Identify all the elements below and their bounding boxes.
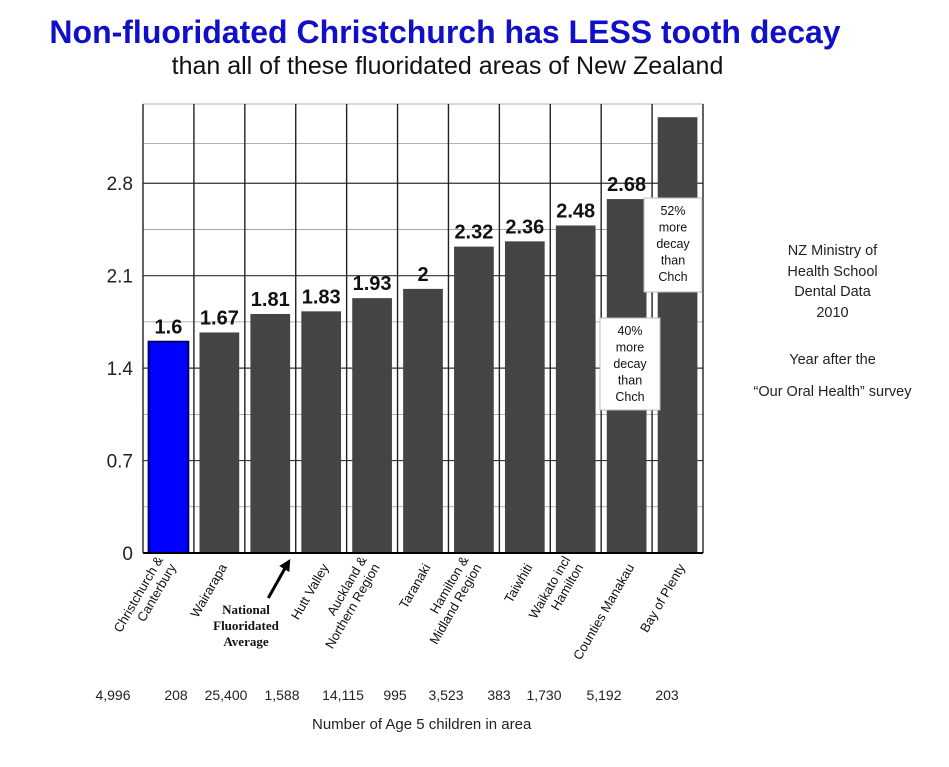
bar	[199, 332, 240, 553]
source-line: NZ Ministry of	[787, 243, 878, 259]
bar-value-label: 2.48	[556, 200, 595, 222]
children-count: 3,523	[428, 687, 463, 703]
bar-value-label: 1.83	[302, 286, 341, 308]
children-count: 208	[164, 687, 188, 703]
x-tick-label: Taiwhiti	[501, 561, 535, 606]
source-line: 2010	[816, 304, 849, 321]
national-average-arrow	[266, 565, 288, 599]
children-count: 995	[383, 687, 407, 703]
national-average-line: Fluoridated	[213, 618, 279, 633]
bar	[555, 225, 596, 553]
callout-text: 40%	[617, 324, 642, 338]
y-tick-label: 0	[122, 544, 133, 565]
bar	[352, 298, 392, 553]
y-tick-label: 2.8	[107, 174, 133, 195]
bar-value-label: 2	[417, 264, 428, 286]
national-average-line: Average	[223, 634, 269, 649]
callout-text: more	[659, 221, 688, 235]
bar	[403, 288, 443, 553]
children-count: 5,192	[586, 687, 621, 703]
bar	[147, 340, 190, 554]
children-count: 4,996	[95, 687, 130, 703]
national-average-label: National Fluoridated Average	[196, 602, 296, 650]
chart-title: Non-fluoridated Christchurch has LESS to…	[49, 14, 841, 50]
bar	[250, 313, 291, 553]
x-tick-label: Bay of Plenty	[637, 561, 689, 635]
source-line: Health School	[787, 263, 878, 280]
children-count: 203	[655, 687, 679, 703]
children-count: 383	[487, 687, 511, 703]
children-count: 1,588	[264, 687, 299, 703]
callout-text: more	[616, 341, 645, 355]
bar-value-label: 1.6	[155, 317, 183, 339]
callout-text: Chch	[615, 390, 644, 404]
bar-value-label: 2.36	[505, 216, 544, 238]
source-line: Dental Data	[794, 284, 871, 300]
bar	[301, 311, 342, 553]
callout-text: Chch	[658, 270, 687, 284]
bar	[504, 241, 545, 553]
bar-value-label: 1.67	[200, 307, 239, 329]
children-count-label: Number of Age 5 children in area	[312, 716, 532, 733]
bar-value-label: 1.93	[353, 273, 392, 295]
survey-note: “Our Oral Health” survey	[753, 384, 912, 400]
callout-text: decay	[613, 357, 647, 371]
bar-value-label: 2.32	[454, 222, 493, 244]
children-count: 1,730	[526, 687, 561, 703]
callout-text: than	[661, 254, 685, 268]
year-after-note: Year after the	[789, 352, 876, 368]
bar-value-label: 1.81	[251, 289, 290, 311]
y-tick-label: 0.7	[107, 452, 133, 473]
chart-subtitle: than all of these fluoridated areas of N…	[171, 52, 724, 80]
callout-text: decay	[656, 237, 690, 251]
x-tick-label: Waikato inclHamilton	[526, 553, 587, 628]
x-tick-label: Christchurch &Canterbury	[110, 553, 179, 642]
bar	[454, 246, 494, 553]
national-average-arrowhead	[279, 559, 291, 572]
national-average-line: National	[222, 602, 270, 617]
y-tick-label: 1.4	[107, 359, 134, 380]
callout-text: than	[618, 374, 642, 388]
children-count: 14,115	[322, 687, 364, 703]
callout-text: 52%	[660, 204, 685, 218]
bar-value-label: 2.68	[607, 174, 646, 196]
callout-box	[599, 317, 661, 411]
source-note: NZ Ministry of Health School Dental Data…	[740, 241, 925, 323]
x-tick-label: Taranaki	[396, 561, 434, 611]
y-tick-label: 2.1	[107, 267, 133, 288]
callout-box	[643, 197, 703, 293]
bar	[657, 117, 698, 554]
children-count: 25,400	[205, 687, 248, 703]
